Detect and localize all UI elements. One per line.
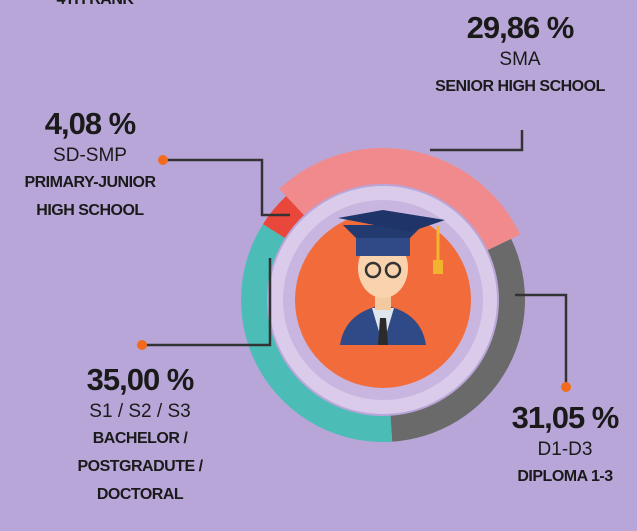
donut-segment: [390, 238, 525, 442]
description: PRIMARY-JUNIOR: [24, 174, 156, 191]
category-label: D1-D3: [538, 439, 593, 460]
leader-line: [142, 258, 272, 347]
donut-segment: [279, 147, 521, 251]
donut-segment: [240, 224, 393, 442]
header: 4TH RANK: [57, 0, 135, 8]
value-label: 29,86 %: [467, 10, 574, 45]
value-label: 31,05 %: [512, 400, 619, 435]
leader-line: [515, 293, 568, 385]
description: SENIOR HIGH SCHOOL: [435, 78, 605, 95]
graduate-icon: [338, 210, 445, 345]
category-label: SD-SMP: [53, 145, 127, 166]
description: DOCTORAL: [97, 486, 184, 503]
value-label: 4,08 %: [45, 106, 136, 141]
category-label: SMA: [499, 49, 541, 70]
description: POSTGRADUTE /: [77, 458, 203, 475]
leader-line: [165, 158, 290, 217]
donut-segment: [262, 196, 304, 238]
description: DIPLOMA 1-3: [517, 468, 613, 485]
description: HIGH SCHOOL: [36, 202, 144, 219]
value-label: 35,00 %: [87, 362, 194, 397]
description: BACHELOR /: [93, 430, 189, 447]
category-label: S1 / S2 / S3: [89, 401, 190, 422]
leader-dot: [137, 340, 147, 350]
leader-line: [430, 130, 524, 152]
leader-dot: [158, 155, 168, 165]
leader-dot: [561, 382, 571, 392]
